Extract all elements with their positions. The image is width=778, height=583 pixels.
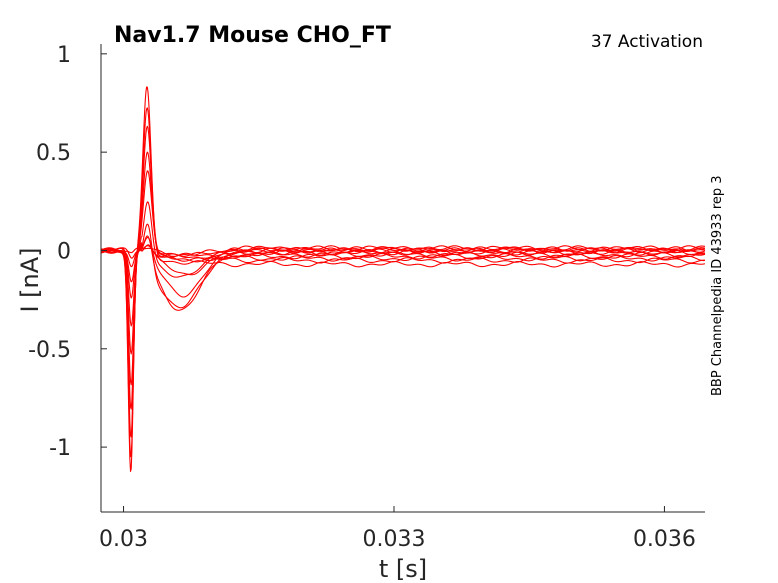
x-tick-label: 0.033 bbox=[362, 527, 425, 552]
y-ticks-group: 1 0.5 0 -0.5 -1 bbox=[28, 43, 107, 461]
y-tick-label: 0 bbox=[57, 239, 71, 264]
trace-line bbox=[100, 86, 706, 472]
y-axis-label: I [nA] bbox=[16, 247, 44, 312]
chart-annotation: 37 Activation bbox=[591, 32, 703, 52]
trace-line bbox=[100, 223, 706, 327]
y-tick-label: -1 bbox=[49, 436, 71, 461]
trace-line bbox=[100, 151, 706, 410]
x-ticks-group: 0.03 0.033 0.036 bbox=[99, 506, 696, 552]
x-tick-label: 0.03 bbox=[99, 527, 148, 552]
y-tick-label: 1 bbox=[57, 43, 71, 68]
trace-line bbox=[100, 170, 706, 386]
x-tick-label: 0.036 bbox=[633, 527, 696, 552]
side-text: BBP Channelpedia ID 43933 rep 3 bbox=[710, 175, 725, 396]
traces-group bbox=[100, 86, 706, 472]
x-axis-label: t [s] bbox=[379, 555, 427, 583]
trace-line bbox=[100, 201, 706, 355]
trace-line bbox=[100, 235, 706, 311]
y-tick-label: -0.5 bbox=[28, 338, 71, 363]
y-tick-label: 0.5 bbox=[36, 141, 71, 166]
trace-line bbox=[100, 107, 706, 458]
chart-title: Nav1.7 Mouse CHO_FT bbox=[114, 23, 391, 48]
trace-line bbox=[100, 125, 706, 438]
